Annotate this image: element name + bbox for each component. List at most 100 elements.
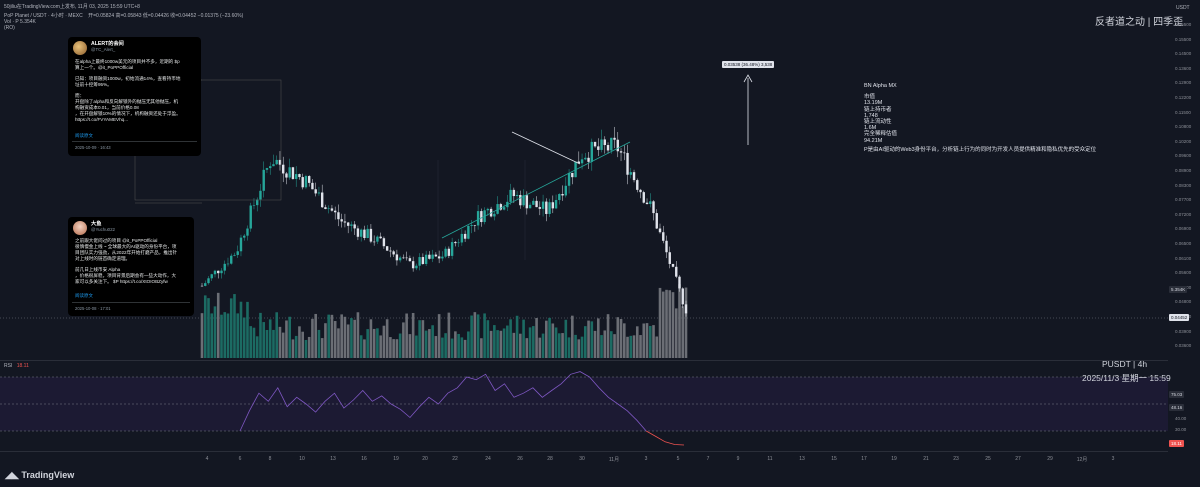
candle-body [561,194,564,196]
volume-bar [327,314,330,358]
time-tick: 16 [361,456,367,462]
volume-bar [398,333,402,358]
candle-body [548,202,551,214]
candle-body [324,207,327,209]
volume-bar [655,336,659,358]
symbol-name[interactable]: PoP Planet / USDT · 4小时 · MEXC [4,13,83,19]
tradingview-logo[interactable]: ◢◣ TradingView [5,470,75,480]
candle-body [402,257,405,259]
volume-bar [268,319,272,358]
volume-bar [538,337,542,358]
volume-bar [233,294,236,358]
time-tick: 3 [644,456,648,462]
volume-bar [415,335,418,358]
price-chart[interactable] [0,0,1168,360]
volume-bar [574,334,577,358]
trendline-resistance [511,131,581,165]
price-tick: 0.10200 [1175,138,1192,144]
candle-body [655,213,658,229]
candle-body [200,285,204,287]
rsi-pane[interactable] [0,363,1168,447]
candle-body [428,254,431,259]
volume-bar [343,316,347,358]
candle-body [226,263,230,265]
volume-bar [681,306,685,358]
tweet-read-more-link[interactable]: 阅读原文 [75,293,93,298]
volume-bar [203,295,207,358]
candle-body [447,248,451,256]
volume-bar [356,312,360,358]
time-tick: 19 [393,456,399,462]
volume-bar [421,320,425,358]
time-tick: 5 [676,456,680,462]
price-tick: 0.12900 [1175,80,1192,86]
price-tick: 0.10800 [1175,124,1192,130]
volume-bar [281,332,285,358]
candle-body [662,232,665,241]
candle-body [558,194,561,201]
candle-body [577,161,581,164]
candle-body [376,236,379,242]
tweet-handle: @TC_Alert_ [91,47,116,52]
volume-bar [236,313,240,358]
volume-bar [480,338,483,358]
candle-body [301,177,304,188]
price-tick: 0.15500 [1175,36,1192,42]
candle-body [382,238,386,247]
volume-bar [648,325,652,358]
candle-body [385,246,389,251]
candle-body [606,145,610,151]
time-tick: 17 [861,456,867,462]
volume-bar [642,323,646,358]
candle-body [519,194,522,206]
candle-body [320,192,324,208]
volume-bar [252,327,256,358]
candle-body [246,228,249,236]
info-line: 市值 [864,94,876,101]
candle-body [398,257,402,261]
tweet-card-2[interactable]: 大鱼 @Yuchu022 之前跟大佬问过的项目 @it_PoPPOfficial… [68,217,194,316]
time-tick: 30 [579,456,585,462]
candle-body [269,166,272,169]
pane-divider[interactable] [0,360,1168,361]
volume-bar [619,318,623,358]
price-tick: 0.14500 [1175,51,1192,57]
volume-bar [226,313,230,358]
volume-bar [285,320,288,358]
volume-bar [242,317,246,358]
volume-bar [259,312,262,358]
candle-body [454,242,457,244]
candle-body [541,201,545,209]
candle-body [681,288,684,305]
price-tick: 0.07200 [1175,211,1192,217]
time-tick: 10 [299,456,305,462]
info-line: 1.6M [864,125,877,132]
measure-arrowhead [743,74,753,83]
candle-body [353,224,356,229]
candle-body [288,167,291,178]
candle-body [272,164,275,167]
tweet-read-more-link[interactable]: 阅读原文 [75,133,93,138]
candle-body [652,201,655,214]
currency-label[interactable]: USDT [1176,5,1190,11]
time-tick: 21 [923,456,929,462]
volume-bar [298,326,301,358]
volume-bar [590,321,594,358]
indicator-legend[interactable]: (RO) [4,25,15,31]
rsi-legend[interactable]: RSI 18.11 [4,363,29,369]
volume-bar [551,323,555,358]
volume-bar [493,325,496,358]
volume-bar [473,312,477,358]
avatar [73,41,87,55]
volume-legend[interactable]: Vol · P 5.354K [4,19,36,25]
volume-bar [622,323,626,358]
candle-body [684,304,688,314]
tweet-card-1[interactable]: ALERT的会间 @TC_Alert_ 在alpha上最终1000w美元的项目并… [68,37,201,156]
candle-body [314,189,317,194]
candle-body [512,189,516,197]
price-tick: 0.06900 [1175,226,1192,232]
candle-body [431,254,434,259]
candle-body [262,169,265,191]
measure-label[interactable]: 0.03538 (36.48%) 3,538 [722,61,775,68]
candle-body [493,213,496,217]
